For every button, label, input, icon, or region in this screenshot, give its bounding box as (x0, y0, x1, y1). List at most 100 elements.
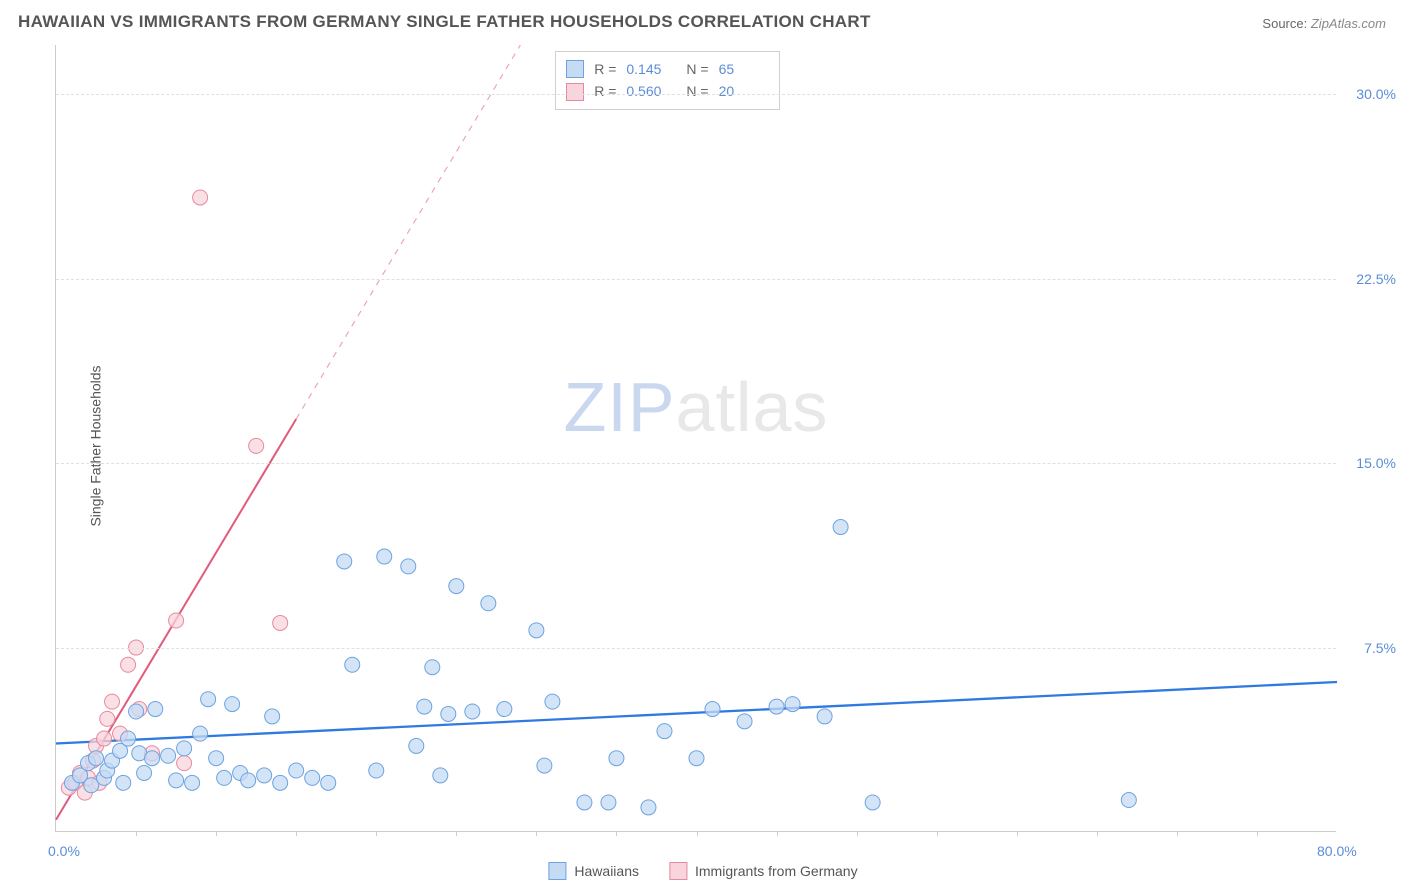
data-point (641, 800, 656, 815)
bottom-legend: Hawaiians Immigrants from Germany (548, 862, 857, 880)
data-point (273, 775, 288, 790)
source-credit: Source: ZipAtlas.com (1262, 16, 1386, 31)
x-tick-label: 0.0% (48, 843, 80, 859)
data-point (137, 765, 152, 780)
data-point (161, 748, 176, 763)
chart-area: ZIPatlas R =0.145N =65R =0.560N =20 7.5%… (55, 45, 1336, 832)
data-point (601, 795, 616, 810)
data-point (225, 697, 240, 712)
stats-row: R =0.145N =65 (566, 58, 768, 80)
data-point (369, 763, 384, 778)
data-point (185, 775, 200, 790)
x-tick-mark (216, 831, 217, 836)
n-label: N = (686, 58, 708, 80)
legend-item: Hawaiians (548, 862, 639, 880)
legend-label: Immigrants from Germany (695, 863, 858, 879)
x-tick-mark (697, 831, 698, 836)
data-point (148, 702, 163, 717)
n-value: 20 (719, 80, 769, 102)
data-point (177, 756, 192, 771)
grid-line (56, 94, 1336, 95)
data-point (449, 579, 464, 594)
x-tick-mark (616, 831, 617, 836)
stats-box: R =0.145N =65R =0.560N =20 (555, 51, 779, 110)
data-point (657, 724, 672, 739)
legend-swatch (669, 862, 687, 880)
legend-item: Immigrants from Germany (669, 862, 858, 880)
x-tick-mark (136, 831, 137, 836)
trend-line (56, 682, 1337, 743)
data-point (116, 775, 131, 790)
legend-swatch (566, 60, 584, 78)
data-point (129, 704, 144, 719)
n-label: N = (686, 80, 708, 102)
grid-line (56, 463, 1336, 464)
data-point (89, 751, 104, 766)
data-point (257, 768, 272, 783)
data-point (201, 692, 216, 707)
x-tick-mark (937, 831, 938, 836)
legend-label: Hawaiians (574, 863, 639, 879)
x-tick-mark (296, 831, 297, 836)
grid-line (56, 279, 1336, 280)
data-point (465, 704, 480, 719)
data-point (121, 731, 136, 746)
data-point (193, 190, 208, 205)
trend-line-dashed (296, 45, 520, 419)
x-tick-mark (1177, 831, 1178, 836)
data-point (97, 731, 112, 746)
x-tick-mark (1257, 831, 1258, 836)
data-point (409, 738, 424, 753)
data-point (249, 438, 264, 453)
grid-line (56, 648, 1336, 649)
x-tick-mark (456, 831, 457, 836)
data-point (177, 741, 192, 756)
data-point (193, 726, 208, 741)
data-point (537, 758, 552, 773)
stats-row: R = 0.560 N = 20 (566, 80, 768, 102)
r-label: R = (594, 58, 616, 80)
data-point (169, 613, 184, 628)
r-value: 0.560 (626, 80, 676, 102)
scatter-plot (56, 45, 1336, 831)
data-point (481, 596, 496, 611)
x-tick-label: 80.0% (1317, 843, 1357, 859)
data-point (265, 709, 280, 724)
data-point (321, 775, 336, 790)
y-tick-label: 15.0% (1356, 455, 1396, 471)
data-point (145, 751, 160, 766)
data-point (705, 702, 720, 717)
chart-title: HAWAIIAN VS IMMIGRANTS FROM GERMANY SING… (18, 12, 871, 32)
data-point (401, 559, 416, 574)
data-point (345, 657, 360, 672)
data-point (545, 694, 560, 709)
x-tick-mark (857, 831, 858, 836)
data-point (273, 615, 288, 630)
r-value: 0.145 (626, 58, 676, 80)
data-point (305, 770, 320, 785)
x-tick-mark (1097, 831, 1098, 836)
data-point (377, 549, 392, 564)
data-point (433, 768, 448, 783)
y-tick-label: 30.0% (1356, 86, 1396, 102)
data-point (817, 709, 832, 724)
x-tick-mark (536, 831, 537, 836)
data-point (100, 711, 115, 726)
r-label: R = (594, 80, 616, 102)
legend-swatch (566, 83, 584, 101)
data-point (785, 697, 800, 712)
data-point (865, 795, 880, 810)
data-point (209, 751, 224, 766)
legend-swatch (548, 862, 566, 880)
data-point (689, 751, 704, 766)
y-tick-label: 22.5% (1356, 271, 1396, 287)
data-point (737, 714, 752, 729)
y-tick-label: 7.5% (1364, 640, 1396, 656)
data-point (105, 694, 120, 709)
data-point (577, 795, 592, 810)
data-point (241, 773, 256, 788)
data-point (609, 751, 624, 766)
data-point (169, 773, 184, 788)
data-point (529, 623, 544, 638)
data-point (417, 699, 432, 714)
